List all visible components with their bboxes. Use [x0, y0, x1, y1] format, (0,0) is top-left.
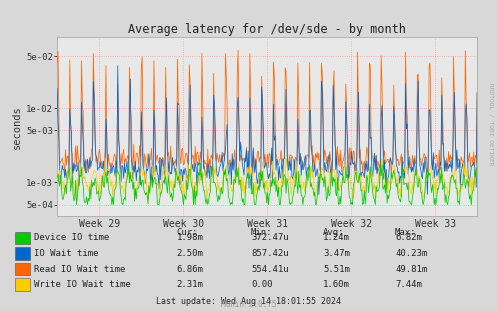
Y-axis label: seconds: seconds [12, 105, 22, 149]
Text: 372.47u: 372.47u [251, 234, 289, 242]
Text: RRDTOOL / TOBI OETIKER: RRDTOOL / TOBI OETIKER [489, 83, 494, 166]
Text: 2.50m: 2.50m [176, 249, 203, 258]
Text: Avg:: Avg: [323, 228, 344, 237]
Text: Read IO Wait time: Read IO Wait time [34, 265, 125, 273]
Text: 3.47m: 3.47m [323, 249, 350, 258]
Text: 6.82m: 6.82m [395, 234, 422, 242]
Text: 49.81m: 49.81m [395, 265, 427, 273]
Text: 7.44m: 7.44m [395, 280, 422, 289]
Text: Min:: Min: [251, 228, 272, 237]
Text: Last update: Wed Aug 14 18:01:55 2024: Last update: Wed Aug 14 18:01:55 2024 [156, 297, 341, 306]
Text: IO Wait time: IO Wait time [34, 249, 98, 258]
Text: 1.98m: 1.98m [176, 234, 203, 242]
Text: Max:: Max: [395, 228, 416, 237]
Text: 554.41u: 554.41u [251, 265, 289, 273]
Text: Device IO time: Device IO time [34, 234, 109, 242]
Text: 40.23m: 40.23m [395, 249, 427, 258]
Text: 6.86m: 6.86m [176, 265, 203, 273]
Text: 1.60m: 1.60m [323, 280, 350, 289]
Text: 0.00: 0.00 [251, 280, 272, 289]
Text: Write IO Wait time: Write IO Wait time [34, 280, 131, 289]
Text: Munin 2.0.75: Munin 2.0.75 [221, 299, 276, 309]
Text: 5.51m: 5.51m [323, 265, 350, 273]
Text: 857.42u: 857.42u [251, 249, 289, 258]
Text: 2.31m: 2.31m [176, 280, 203, 289]
Title: Average latency for /dev/sde - by month: Average latency for /dev/sde - by month [128, 23, 406, 36]
Text: Cur:: Cur: [176, 228, 198, 237]
Text: 1.24m: 1.24m [323, 234, 350, 242]
